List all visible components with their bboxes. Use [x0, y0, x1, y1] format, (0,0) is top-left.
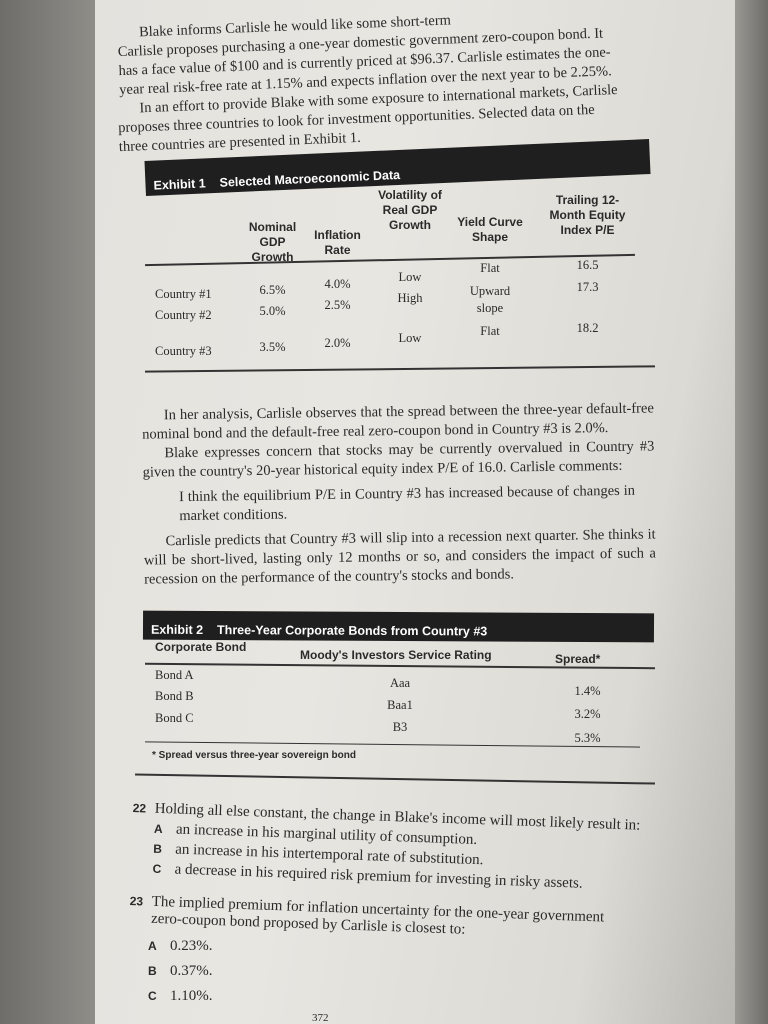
table-cell: 2.5%	[324, 298, 351, 312]
table-cell: 5.3%	[574, 731, 601, 745]
table-cell: 4.0%	[324, 277, 351, 291]
exhibit-label: Exhibit 1	[153, 176, 206, 193]
middle-text: In her analysis, Carlisle observes that …	[142, 399, 657, 589]
option-b[interactable]: 0.37%.	[170, 963, 213, 979]
footnote: * Spread versus three-year sovereign bon…	[152, 750, 356, 761]
page-number: 372	[312, 1012, 329, 1024]
table-cell: 16.5	[576, 258, 599, 272]
table-cell: Low	[398, 331, 422, 345]
table-cell: Flat	[480, 324, 500, 338]
table-cell: Upward slope	[469, 284, 511, 315]
option-a[interactable]: 0.23%.	[170, 938, 213, 954]
option-c[interactable]: 1.10%.	[170, 988, 213, 1004]
table-cell: Aaa	[389, 676, 411, 690]
table-cell: Baa1	[387, 698, 413, 712]
row-label: Country #1	[155, 287, 212, 301]
column-header: Nominal GDP Growth	[248, 220, 297, 264]
column-header: Trailing 12-Month Equity Index P/E	[549, 193, 626, 237]
table-cell: 3.2%	[574, 707, 601, 721]
exhibit-title: Three-Year Corporate Bonds from Country …	[217, 623, 488, 639]
table-cell: 3.5%	[259, 340, 286, 354]
column-header: Moody's Investors Service Rating	[300, 648, 492, 662]
table-cell: Bond B	[155, 689, 194, 703]
table-cell: 6.5%	[259, 283, 286, 297]
table-cell: 17.3	[576, 280, 599, 294]
column-header: Yield Curve Shape	[457, 215, 523, 244]
quote-paragraph: I think the equilibrium P/E in Country #…	[178, 482, 636, 525]
table-cell: Bond C	[155, 711, 194, 725]
row-label: Country #2	[155, 308, 212, 322]
table-cell: Bond A	[155, 668, 194, 682]
exhibit2-header: Exhibit 2 Three-Year Corporate Bonds fro…	[142, 610, 655, 643]
paragraph: Blake expresses concern that stocks may …	[142, 438, 655, 481]
column-header: Volatility of Real GDP Growth	[378, 188, 442, 232]
background-left	[0, 0, 95, 1024]
option-letter: C	[152, 861, 162, 877]
table-cell: High	[397, 291, 423, 305]
option-letter: A	[153, 821, 163, 837]
table-cell: 1.4%	[574, 684, 601, 698]
page-edge	[735, 0, 768, 1024]
column-header: Corporate Bond	[155, 640, 247, 654]
table-cell: B3	[392, 720, 408, 734]
option-letter: C	[148, 989, 157, 1003]
paragraph: Carlisle predicts that Country #3 will s…	[143, 526, 656, 588]
table-cell: 2.0%	[324, 336, 351, 350]
table-cell: Flat	[480, 261, 500, 275]
column-header: Spread*	[555, 652, 601, 666]
table-cell: 18.2	[576, 321, 599, 335]
question-number: 22	[132, 800, 147, 816]
option-letter: B	[148, 964, 157, 978]
exhibit-label: Exhibit 2	[150, 622, 204, 637]
table-cell: Low	[398, 270, 422, 284]
row-label: Country #3	[155, 344, 212, 358]
question-23-options: A 0.23%. B 0.37%. C 1.10%.	[148, 938, 213, 1005]
option-letter: A	[148, 939, 157, 953]
option-letter: B	[153, 841, 163, 857]
question-number: 23	[129, 893, 144, 909]
table-cell: 5.0%	[259, 304, 286, 318]
column-header: Inflation Rate	[314, 228, 361, 257]
